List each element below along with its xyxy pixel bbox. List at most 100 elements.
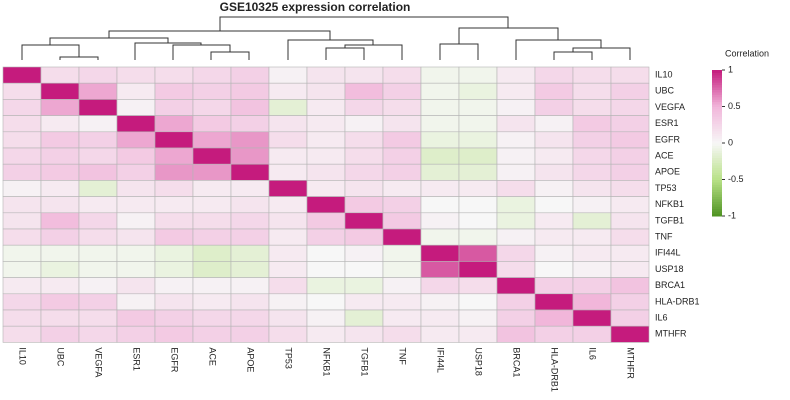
heatmap-cell	[2, 115, 42, 133]
heatmap-cell	[78, 66, 118, 84]
heatmap-cell	[306, 115, 346, 133]
colorbar-segment	[712, 104, 722, 107]
heatmap-cell	[192, 180, 232, 197]
heatmap-cell	[572, 325, 612, 343]
colorbar-segment	[712, 184, 722, 188]
heatmap-cell	[2, 277, 42, 295]
column-label: APOE	[246, 347, 256, 372]
heatmap-cell	[192, 99, 232, 116]
heatmap-cell	[192, 293, 232, 311]
heatmap-cell	[306, 309, 346, 327]
heatmap-cell	[610, 196, 650, 214]
colorbar-segment	[712, 72, 722, 76]
colorbar-segment	[712, 157, 722, 161]
colorbar-tick-label: -1	[728, 210, 736, 220]
heatmap-cell	[420, 244, 460, 262]
heatmap-cell	[40, 163, 80, 181]
heatmap-cell	[534, 228, 574, 246]
heatmap-cell	[458, 196, 498, 214]
row-label: NFKB1	[655, 199, 684, 209]
heatmap-cell	[610, 163, 650, 181]
heatmap-cell	[534, 261, 574, 278]
colorbar-segment	[712, 150, 722, 154]
heatmap-cell	[382, 277, 422, 295]
heatmap-cell	[2, 244, 42, 262]
heatmap-cell	[382, 293, 422, 311]
colorbar-tick-label: 0.5	[728, 101, 741, 111]
heatmap-cell	[534, 82, 574, 100]
colorbar-segment	[712, 213, 722, 217]
heatmap-cell	[268, 325, 308, 343]
heatmap-cell	[344, 261, 384, 278]
colorbar-segment	[712, 70, 722, 73]
heatmap-cell	[572, 196, 612, 214]
heatmap-cell	[610, 277, 650, 295]
colorbar-segment	[712, 130, 722, 134]
heatmap-cell	[496, 196, 536, 214]
heatmap-cell	[496, 277, 536, 295]
row-label: IL6	[655, 312, 668, 322]
column-label: ACE	[208, 347, 218, 366]
colorbar-segment	[712, 113, 722, 117]
heatmap-cell	[154, 99, 194, 116]
heatmap-cell	[268, 66, 308, 84]
heatmap-cell	[344, 147, 384, 165]
heatmap-cell	[382, 261, 422, 278]
heatmap-cell	[192, 228, 232, 246]
heatmap-cell	[496, 325, 536, 343]
heatmap-cell	[572, 212, 612, 230]
heatmap-cell	[40, 212, 80, 230]
row-label: UBC	[655, 86, 675, 96]
column-label: EGFR	[170, 347, 180, 373]
heatmap-cell	[534, 115, 574, 133]
heatmap-cell	[116, 131, 156, 149]
heatmap-cell	[116, 66, 156, 84]
heatmap-cell	[78, 99, 118, 116]
heatmap-cell	[610, 212, 650, 230]
heatmap-cell	[344, 309, 384, 327]
heatmap-cell	[230, 325, 270, 343]
colorbar-segment	[712, 211, 722, 215]
heatmap-cell	[610, 261, 650, 278]
heatmap-cell	[2, 325, 42, 343]
heatmap-cell	[306, 147, 346, 165]
heatmap-cell	[230, 277, 270, 295]
colorbar-segment	[712, 172, 722, 176]
heatmap-cell	[40, 244, 80, 262]
heatmap-cell	[154, 228, 194, 246]
heatmap-cell	[458, 180, 498, 197]
heatmap-cell	[534, 277, 574, 295]
heatmap-cell	[572, 66, 612, 84]
heatmap-cell	[496, 147, 536, 165]
heatmap-cell	[382, 66, 422, 84]
heatmap-cell	[78, 293, 118, 311]
heatmap-cell	[78, 309, 118, 327]
heatmap-cell	[268, 309, 308, 327]
heatmap-cell	[458, 244, 498, 262]
heatmap-cell	[154, 325, 194, 343]
heatmap-cell	[154, 244, 194, 262]
heatmap-cell	[458, 261, 498, 278]
heatmap-cell	[458, 212, 498, 230]
heatmap-cell	[534, 180, 574, 197]
column-dendrogram	[21, 16, 631, 60]
heatmap-cell	[458, 131, 498, 149]
heatmap-cell	[192, 261, 232, 278]
colorbar-segment	[712, 181, 722, 185]
heatmap-cell	[78, 115, 118, 133]
heatmap-cell	[40, 228, 80, 246]
heatmap-cell	[382, 147, 422, 165]
heatmap-cell	[458, 163, 498, 181]
colorbar-segment	[712, 145, 722, 149]
heatmap-cell	[420, 163, 460, 181]
heatmap-cell	[78, 325, 118, 343]
colorbar-segment	[712, 147, 722, 151]
heatmap-cell	[154, 66, 194, 84]
heatmap-cell	[116, 115, 156, 133]
heatmap-cell	[78, 163, 118, 181]
colorbar-segment	[712, 128, 722, 132]
colorbar-segment	[712, 201, 722, 205]
heatmap-cell	[116, 163, 156, 181]
colorbar-segment	[712, 191, 722, 195]
